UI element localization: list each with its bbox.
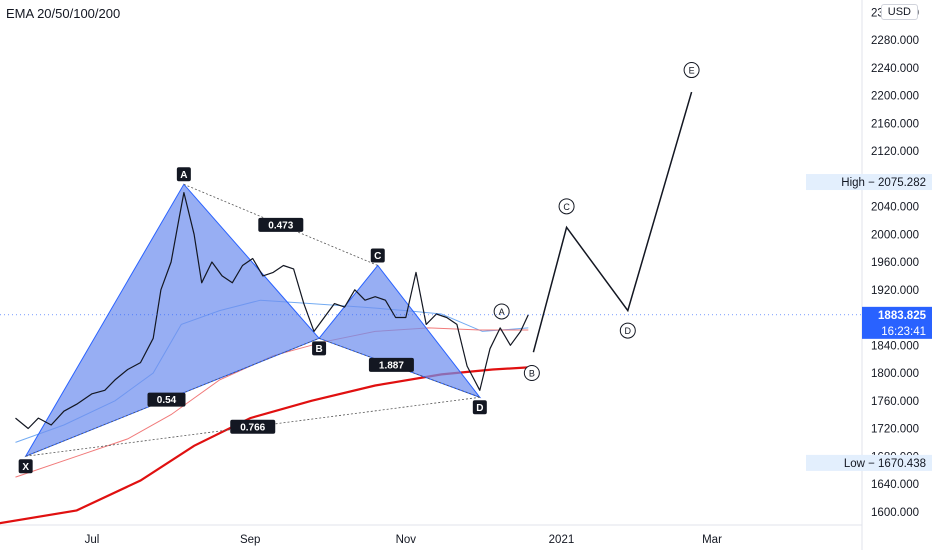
wave-marker-E [683,62,700,79]
wave-marker-A [493,303,510,320]
price-series-line[interactable] [15,192,529,430]
ratio-label: 0.766 [240,422,265,433]
price-tick-label: 2240.000 [871,63,919,75]
wave-label-B: B [529,369,535,379]
indicator-title: EMA 20/50/100/200 [6,6,121,21]
time-tick-label: Sep [240,534,260,546]
ratio-badge [258,217,304,232]
ratio-label: 1.887 [379,360,404,371]
ratio-badge [147,392,186,407]
wave-label-C: C [563,202,570,212]
price-tick-label: 2000.000 [871,229,919,241]
price-tick-label: 2040.000 [871,202,919,214]
point-badge-B [312,341,327,356]
point-label-X: X [22,462,29,473]
currency-button[interactable]: USD [880,4,918,20]
ratio-label: 0.473 [268,220,293,231]
price-tick-label: 2160.000 [871,118,919,130]
projection-path[interactable] [532,91,693,353]
price-tick-label: 1720.000 [871,424,919,436]
time-tick-label: Jul [85,534,100,546]
pattern-leg-XB [25,337,320,457]
wave-label-D: D [625,326,632,336]
point-label-D: D [476,403,483,414]
wave-marker-D [619,322,636,339]
high-marker-bg [806,174,932,191]
ratio-badge [230,419,276,434]
last-price-label: 1883.825 [878,310,927,322]
wave-label-A: A [499,307,505,317]
last-price-tag [862,306,932,339]
price-tick-label: 1600.000 [871,507,919,519]
wave-label-E: E [689,66,695,76]
price-tick-label: 2120.000 [871,146,919,158]
countdown-label: 16:23:41 [881,326,926,338]
low-marker: Low − 1670.438 [844,458,926,470]
point-badge-C [370,248,385,263]
point-label-C: C [374,251,381,262]
price-tick-label: 1840.000 [871,340,919,352]
ema-series-line-3 [0,366,529,525]
ratio-label: 0.54 [157,395,177,406]
point-badge-X [18,459,33,474]
price-tick-label: 2200.000 [871,91,919,103]
point-badge-A [176,167,191,182]
point-label-B: B [315,344,322,355]
wave-marker-C [558,198,575,215]
point-badge-D [472,400,487,415]
time-tick-label: Nov [396,534,417,546]
price-tick-label: 1800.000 [871,368,919,380]
price-tick-label: 1960.000 [871,257,919,269]
price-tick-label: 2280.000 [871,35,919,47]
price-tick-label: 1920.000 [871,285,919,297]
time-tick-label: 2021 [549,534,575,546]
high-marker: High − 2075.282 [841,177,926,189]
low-marker-bg [806,454,932,471]
point-label-A: A [180,170,187,181]
ratio-badge [368,357,414,372]
price-tick-label: 1640.000 [871,479,919,491]
price-tick-label: 1760.000 [871,396,919,408]
wave-marker-B [523,365,540,381]
time-tick-label: Mar [702,534,722,546]
